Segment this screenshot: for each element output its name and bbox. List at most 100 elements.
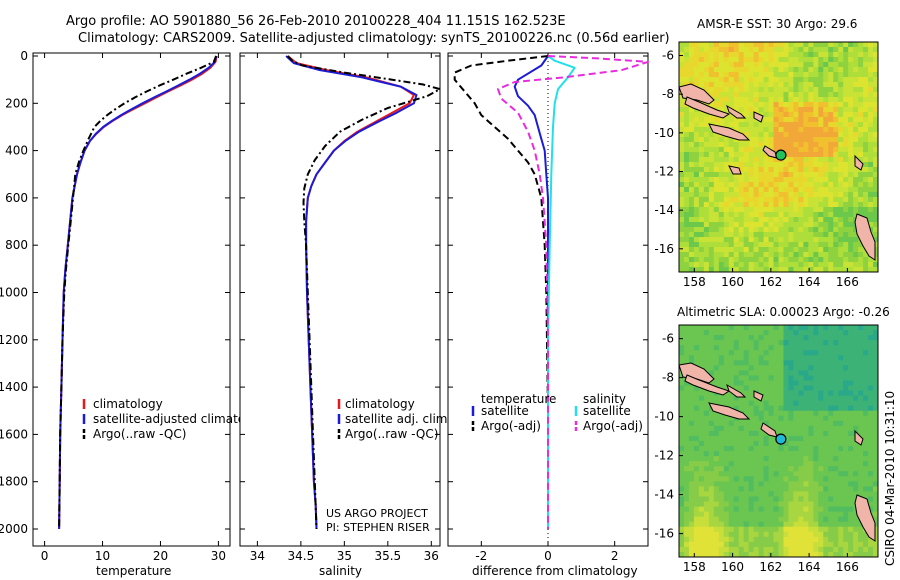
map-cell xyxy=(783,102,789,108)
map-cell xyxy=(873,152,878,158)
map-cell xyxy=(858,471,864,477)
map-cell xyxy=(693,162,700,168)
map-cell xyxy=(793,197,799,203)
map-cell xyxy=(833,546,839,553)
map-cell xyxy=(703,415,710,422)
map-cell xyxy=(698,526,705,533)
map-cell xyxy=(818,420,824,427)
map-cell xyxy=(843,461,849,467)
map-cell xyxy=(813,511,819,518)
map-cell xyxy=(788,546,794,553)
map-cell xyxy=(733,496,740,502)
map-cell xyxy=(728,182,735,188)
map-cell xyxy=(838,232,844,238)
map-cell xyxy=(708,252,715,258)
map-cell xyxy=(679,551,685,557)
map-cell xyxy=(738,511,745,518)
map-cell xyxy=(823,202,829,208)
map-cell xyxy=(768,365,774,371)
map-cell xyxy=(773,365,779,371)
map-cell xyxy=(743,237,750,243)
map-cell xyxy=(843,152,849,158)
map-cell xyxy=(743,410,750,417)
map-cell xyxy=(778,486,784,492)
map-cell xyxy=(873,395,878,402)
map-cell xyxy=(693,202,700,208)
x-tick-label: 166 xyxy=(836,560,859,574)
map-cell xyxy=(693,496,700,502)
map-cell xyxy=(698,446,705,452)
map-cell xyxy=(738,325,745,331)
map-cell xyxy=(688,257,695,263)
map-cell xyxy=(708,481,715,487)
x-tick-label: 2 xyxy=(611,549,619,563)
map-cell xyxy=(858,82,864,88)
map-cell xyxy=(863,82,869,88)
map-cell xyxy=(718,435,725,442)
map-cell xyxy=(718,217,725,223)
map-cell xyxy=(698,395,705,402)
map-cell xyxy=(873,172,878,178)
map-cell xyxy=(733,516,740,523)
map-cell xyxy=(828,107,834,113)
map-cell xyxy=(723,47,730,53)
map-cell xyxy=(773,47,779,53)
map-cell xyxy=(788,446,794,452)
legend-label-sal-argo: Argo(-adj) xyxy=(583,419,643,433)
map-cell xyxy=(708,162,715,168)
map-cell xyxy=(793,127,799,133)
map-cell xyxy=(803,441,809,447)
map-cell xyxy=(758,217,764,223)
map-cell xyxy=(758,202,764,208)
map-cell xyxy=(868,162,874,168)
map-cell xyxy=(748,435,755,442)
map-cell xyxy=(733,127,740,133)
map-cell xyxy=(873,325,878,331)
map-cell xyxy=(713,132,720,138)
map-cell xyxy=(783,420,789,427)
map-cell xyxy=(818,57,824,63)
series-line-argo-adj xyxy=(497,55,649,529)
map-cell xyxy=(823,415,829,422)
map-cell xyxy=(793,172,799,178)
map-cell xyxy=(679,242,685,248)
map-cell xyxy=(843,516,849,523)
map-cell xyxy=(698,142,705,148)
map-cell xyxy=(793,167,799,173)
map-cell xyxy=(748,501,755,507)
map-cell xyxy=(783,187,789,193)
map-cell xyxy=(858,137,864,143)
map-cell xyxy=(798,456,804,462)
map-cell xyxy=(823,162,829,168)
map-cell xyxy=(833,232,839,238)
map-cell xyxy=(718,501,725,507)
map-cell xyxy=(803,335,809,341)
map-cell xyxy=(738,471,745,477)
map-cell xyxy=(783,52,789,58)
map-cell xyxy=(808,390,814,397)
map-cell xyxy=(873,247,878,253)
map-cell xyxy=(828,375,834,381)
map-cell xyxy=(698,172,705,178)
difference-ticks: -2 0 2 xyxy=(448,53,648,563)
map-cell xyxy=(778,42,784,48)
map-cell xyxy=(738,102,745,108)
map-cell xyxy=(788,521,794,528)
map-cell xyxy=(763,47,769,53)
map-cell xyxy=(703,267,710,272)
map-cell xyxy=(868,157,874,163)
map-cell xyxy=(833,172,839,178)
map-cell xyxy=(768,232,774,238)
map-cell xyxy=(848,390,854,397)
map-cell xyxy=(773,237,779,243)
map-cell xyxy=(868,360,874,366)
map-cell xyxy=(688,72,695,78)
map-cell xyxy=(813,172,819,178)
map-cell xyxy=(803,446,809,452)
map-cell xyxy=(703,217,710,223)
map-cell xyxy=(773,385,779,391)
map-cell xyxy=(698,82,705,88)
map-cell xyxy=(818,546,824,553)
map-cell xyxy=(868,122,874,128)
map-cell xyxy=(748,476,755,482)
